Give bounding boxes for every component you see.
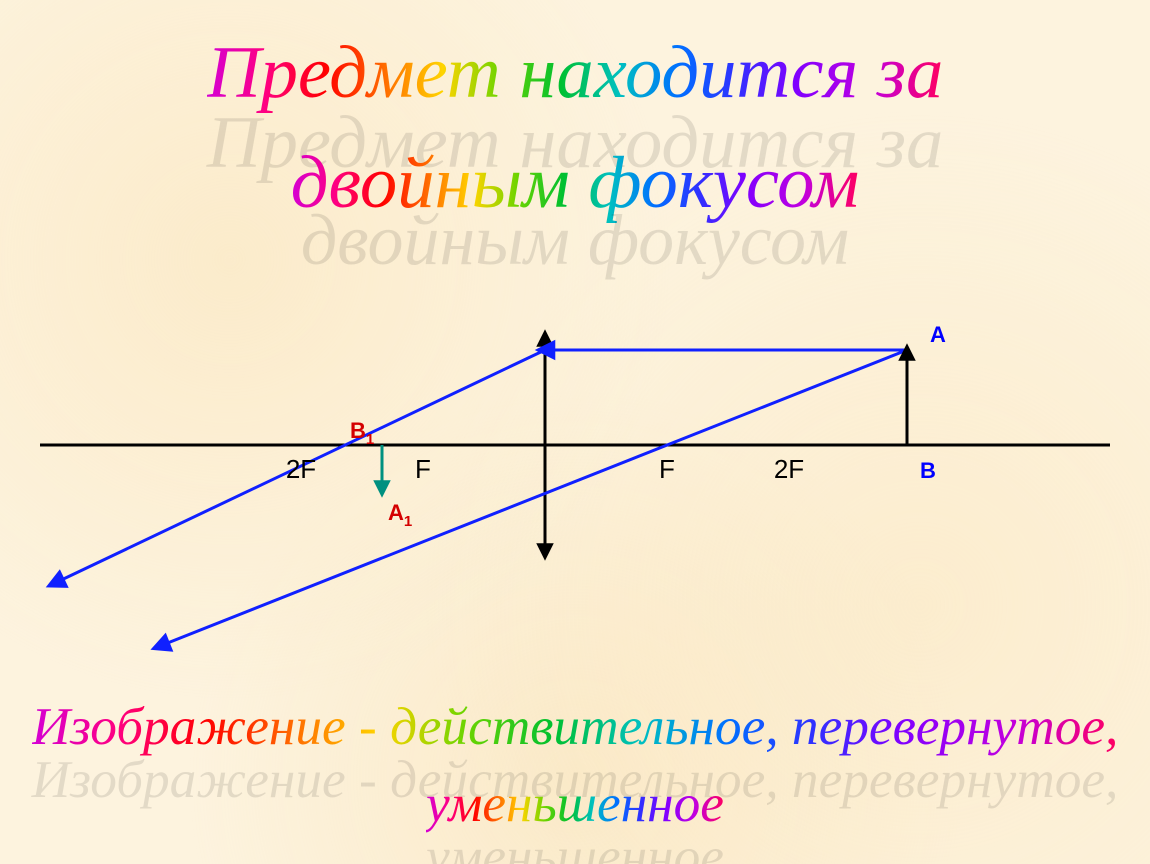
label-B: B (920, 458, 936, 483)
label-F-right: F (659, 454, 675, 484)
label-2F-right: 2F (774, 454, 804, 484)
lens-diagram: 2F F F 2F A B B1 A1 (0, 0, 1150, 864)
label-A1: A1 (388, 500, 412, 530)
label-F-left: F (415, 454, 431, 484)
ray-through-center (160, 350, 907, 646)
label-A: A (930, 322, 946, 347)
label-2F-left: 2F (286, 454, 316, 484)
